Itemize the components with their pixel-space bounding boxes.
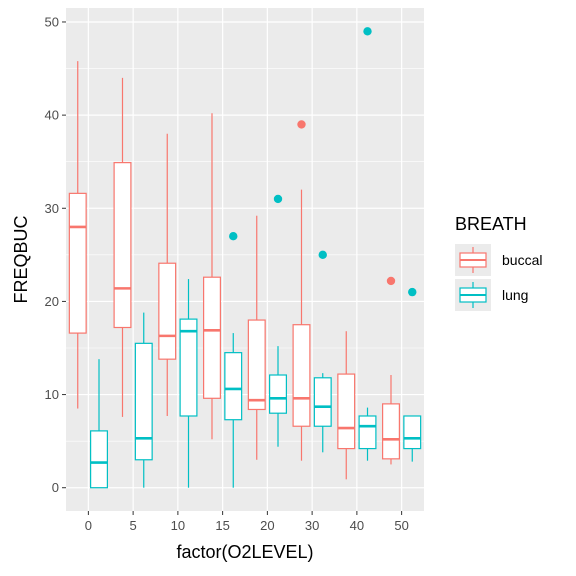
box-iqr: [270, 375, 287, 413]
box-iqr: [114, 163, 131, 328]
box-iqr: [91, 431, 108, 488]
box-iqr: [338, 374, 355, 449]
outlier-point: [387, 277, 395, 285]
y-tick-label: 30: [45, 201, 59, 216]
x-tick-label: 10: [171, 518, 185, 533]
x-tick-label: 15: [215, 518, 229, 533]
y-tick-label: 20: [45, 294, 59, 309]
x-axis-title: factor(O2LEVEL): [176, 542, 313, 562]
y-axis-title: FREQBUC: [11, 215, 31, 303]
y-tick-label: 40: [45, 108, 59, 123]
x-tick-label: 30: [305, 518, 319, 533]
outlier-point: [274, 195, 282, 203]
x-tick-label: 5: [130, 518, 137, 533]
box-iqr: [135, 343, 152, 459]
box-iqr: [359, 416, 376, 449]
legend: BREATH buccal lung: [455, 214, 542, 311]
x-tick-label: 0: [85, 518, 92, 533]
y-tick-label: 10: [45, 387, 59, 402]
outlier-point: [229, 232, 237, 240]
x-tick-label: 50: [394, 518, 408, 533]
legend-title: BREATH: [455, 214, 527, 234]
box-iqr: [404, 416, 421, 449]
box-iqr: [383, 404, 400, 459]
outlier-point: [408, 288, 416, 296]
outlier-point: [297, 120, 305, 128]
box-iqr: [293, 325, 310, 427]
legend-item-lung: lung: [455, 279, 528, 311]
x-axis: 0 5 10 15 20 30 40 50: [85, 511, 409, 533]
legend-label-buccal: buccal: [502, 252, 542, 268]
box-iqr: [69, 193, 86, 333]
legend-item-buccal: buccal: [455, 244, 542, 276]
box-iqr: [314, 378, 331, 426]
outlier-point: [319, 251, 327, 259]
box-iqr: [180, 319, 197, 416]
y-tick-label: 50: [45, 14, 59, 29]
box-iqr: [248, 320, 265, 409]
box-iqr: [225, 353, 242, 420]
box-iqr: [159, 263, 176, 359]
y-axis: 0 10 20 30 40 50: [45, 14, 66, 495]
x-tick-label: 40: [350, 518, 364, 533]
box-iqr: [204, 277, 221, 398]
outlier-point: [363, 27, 371, 35]
y-tick-label: 0: [52, 480, 59, 495]
x-tick-label: 20: [260, 518, 274, 533]
legend-label-lung: lung: [502, 287, 528, 303]
